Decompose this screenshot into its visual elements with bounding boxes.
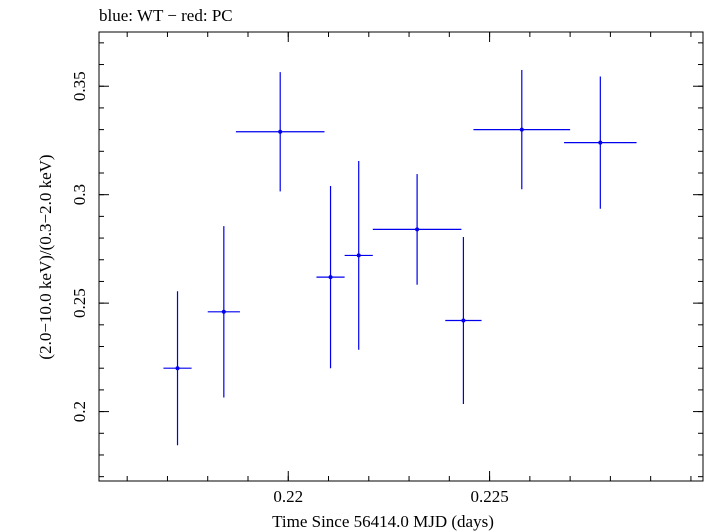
y-tick-label: 0.3 — [70, 184, 89, 205]
point-marker — [356, 253, 361, 258]
y-axis-label: (2.0−10.0 keV)/(0.3−2.0 keV) — [36, 154, 55, 359]
data-points — [163, 69, 637, 446]
chart-title: blue: WT − red: PC — [99, 6, 233, 25]
point-marker — [175, 366, 180, 371]
x-tick-label: 0.225 — [470, 487, 508, 506]
data-point — [344, 161, 373, 350]
x-tick-label: 0.22 — [273, 487, 303, 506]
point-marker — [519, 127, 524, 132]
point-marker — [415, 227, 420, 232]
point-marker — [461, 318, 466, 323]
axis-ticks — [99, 32, 703, 481]
x-axis-label: Time Since 56414.0 MJD (days) — [272, 512, 494, 531]
point-marker — [598, 140, 603, 145]
y-tick-label: 0.2 — [70, 401, 89, 422]
plot-frame — [98, 31, 704, 482]
point-marker — [328, 275, 333, 280]
y-tick-label: 0.25 — [70, 288, 89, 318]
data-point — [316, 186, 345, 369]
data-point — [235, 72, 325, 192]
data-point — [473, 69, 571, 190]
data-point — [445, 236, 482, 404]
tick-labels: 0.22 0.225 0.2 0.25 0.3 0.35 — [70, 71, 509, 506]
data-point — [207, 226, 240, 398]
data-point — [564, 76, 637, 209]
point-marker — [221, 309, 226, 314]
point-marker — [278, 129, 283, 134]
y-tick-label: 0.35 — [70, 71, 89, 101]
data-point — [163, 291, 192, 446]
data-point — [372, 174, 462, 285]
